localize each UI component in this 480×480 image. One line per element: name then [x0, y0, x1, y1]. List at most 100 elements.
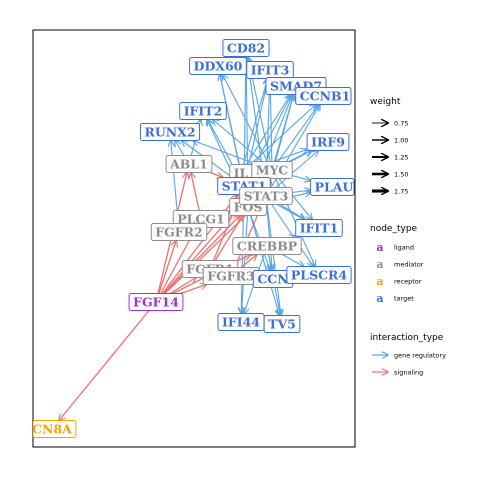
node-box [139, 123, 201, 141]
node-box [295, 219, 343, 237]
node-fgf14[interactable]: FGF14 [128, 293, 184, 311]
edge-abl1-to-runx2 [175, 141, 185, 156]
node-ifit3[interactable]: IFIT3 [246, 61, 294, 79]
node-myc[interactable]: MYC [251, 161, 293, 179]
edge-myc-to-ifit1 [278, 178, 312, 220]
node-label: STAT3 [244, 189, 289, 204]
edge-fgf14-to-fgfr3 [180, 285, 207, 295]
node-cn8a[interactable]: CN8A [32, 420, 77, 438]
node-crebbp[interactable]: CREBBP [232, 237, 302, 255]
legend-weight-title: weight [370, 97, 401, 107]
legend-node-label: target [394, 295, 414, 303]
node-fgfr3[interactable]: FGFR3 [202, 267, 260, 285]
node-label: MYC [256, 163, 289, 178]
edge-fgf14-to-fgfr1 [169, 278, 196, 295]
legend-node-type: node_type a ligand a mediator a receptor a targ… [370, 224, 424, 305]
node-label: IL [234, 166, 249, 181]
node-stat3[interactable]: STAT3 [239, 187, 293, 205]
node-plscr4[interactable]: PLSCR4 [286, 266, 352, 284]
node-plau[interactable]: PLAU [310, 178, 355, 196]
edge-abl1-to-stat1 [210, 171, 223, 178]
legend-node-glyph: a [376, 258, 383, 271]
legend-node-label: ligand [394, 244, 414, 252]
node-tv5[interactable]: TV5 [263, 315, 301, 333]
node-box [150, 223, 208, 241]
node-label: IFIT1 [300, 221, 339, 236]
node-label: FGF14 [133, 295, 179, 310]
node-label: IFI44 [222, 315, 260, 330]
node-label: CD82 [227, 41, 265, 56]
node-label: CCN [257, 272, 288, 287]
node-label: CCNB1 [300, 89, 351, 104]
edge-fgf14-to-fgfr2 [158, 241, 176, 294]
node-label: DDX60 [194, 59, 243, 74]
node-box [306, 133, 350, 151]
node-label: IFIT2 [184, 104, 223, 119]
node-label: FGFR2 [155, 225, 203, 240]
node-label: PLCG1 [177, 212, 225, 227]
legend-weight-label: 0.75 [394, 120, 408, 128]
edge-plcg1-to-abl1 [191, 173, 200, 211]
node-box [179, 102, 227, 120]
edge-il-to-ccnb1 [249, 105, 315, 165]
node-ifit2[interactable]: IFIT2 [179, 102, 227, 120]
node-ifit1[interactable]: IFIT1 [295, 219, 343, 237]
edge-fgfr3-to-crebbp [240, 255, 257, 268]
edge-fgfr1-to-fos [214, 216, 243, 261]
node-cd82[interactable]: CD82 [222, 39, 270, 57]
node-box [232, 237, 302, 255]
legend-interaction-label: gene regulatory [394, 352, 446, 360]
legend-interaction-type-title: interaction_type [370, 333, 444, 343]
legend-interaction-type: interaction_type gene regulatory signalin… [370, 333, 446, 377]
node-label: CN8A [32, 422, 72, 437]
node-label: CREBBP [237, 239, 298, 254]
node-box [286, 266, 352, 284]
legend-interaction-label: signaling [394, 369, 423, 377]
edge-stat1-to-cd82 [244, 57, 246, 178]
edge-il-to-smad7 [245, 95, 290, 165]
edge-crebbp-to-plscr4 [281, 254, 304, 267]
node-ccn[interactable]: CCN [252, 270, 294, 288]
node-label: PLSCR4 [291, 268, 348, 283]
legend-weight: weight 0.75 1.00 1.25 1.50 1.75 [370, 97, 408, 196]
node-label: ABL1 [169, 157, 208, 172]
node-abl1[interactable]: ABL1 [165, 155, 213, 173]
node-box [239, 187, 293, 205]
legend-weight-label: 1.50 [394, 171, 408, 179]
node-box [33, 420, 77, 438]
node-ccnb1[interactable]: CCNB1 [295, 87, 352, 105]
edge-myc-to-ccnb1 [277, 105, 319, 162]
legend-weight-label: 1.00 [394, 137, 408, 145]
plot-panel [32, 29, 356, 448]
legend-node-glyph: a [376, 241, 383, 254]
edge-myc-to-plau [292, 175, 310, 181]
edge-il-to-ifit3 [242, 79, 267, 165]
node-label: FGFR3 [207, 269, 255, 284]
node-fgfr2[interactable]: FGFR2 [150, 223, 208, 241]
edge-fgfr2-to-runx2 [171, 141, 179, 224]
node-box [128, 293, 184, 311]
edge-stat3-to-ifit1 [279, 204, 305, 220]
legend-weight-label: 1.25 [394, 154, 408, 162]
node-runx2[interactable]: RUNX2 [139, 123, 201, 141]
node-ddx60[interactable]: DDX60 [189, 57, 247, 75]
node-label: TV5 [268, 317, 296, 332]
node-ifi44[interactable]: IFI44 [217, 313, 265, 331]
node-label: PLAU [315, 180, 354, 195]
node-box [263, 315, 301, 333]
edge-stat3-to-tv5 [266, 204, 281, 316]
node-box [165, 155, 213, 173]
legend-node-type-title: node_type [370, 224, 418, 234]
legend-node-glyph: a [376, 275, 383, 288]
node-box [222, 39, 270, 57]
node-label: RUNX2 [144, 125, 195, 140]
node-label: IFIT3 [251, 63, 290, 78]
node-irf9[interactable]: IRF9 [306, 133, 350, 151]
edge-fgf14-to-cn8a [59, 310, 150, 421]
node-box [310, 178, 355, 196]
legend-node-label: receptor [394, 278, 422, 286]
edge-myc-to-ifit2 [213, 120, 263, 162]
edge-stat3-to-irf9 [275, 151, 318, 188]
